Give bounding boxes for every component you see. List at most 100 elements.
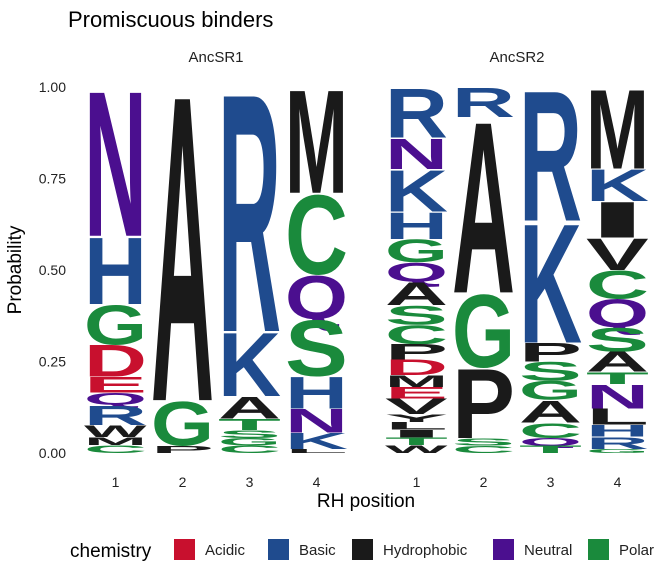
panel-ancsr2: AncSR21RNKHGQASCPDMEVYLITW2RAGPSC3RKPSGA… <box>385 49 649 490</box>
logo-letter-l: L <box>285 448 348 454</box>
logo-letter-t: T <box>586 368 649 387</box>
legend-swatch-hydrophobic <box>352 539 373 560</box>
logo-letter-a: A <box>586 346 649 378</box>
logo-letter-m: M <box>385 372 448 390</box>
logo-letter-k: K <box>519 188 582 379</box>
legend-label: Polar <box>619 542 654 559</box>
logo-letter-y: Y <box>385 412 448 424</box>
logo-letter-v: V <box>586 229 649 280</box>
x-axis-label: RH position <box>317 491 415 512</box>
logo-letter-l: L <box>385 420 448 432</box>
legend-swatch-acidic <box>174 539 195 560</box>
logo-letter-k: K <box>586 160 649 211</box>
logo-letter-s: S <box>452 436 515 448</box>
x-tick-label: 2 <box>480 474 488 490</box>
logo-letter-c: C <box>452 444 515 456</box>
logo-letter-n: N <box>385 130 448 179</box>
logo-letter-c: C <box>519 419 582 442</box>
logo-letter-q: Q <box>586 291 649 336</box>
legend-label: Hydrophobic <box>383 542 468 559</box>
legend-swatch-polar <box>588 539 609 560</box>
legend-swatch-neutral <box>493 539 514 560</box>
y-axis: 0.00 0.25 0.50 0.75 1.00 <box>39 79 66 461</box>
logo-letter-a: A <box>385 275 448 312</box>
y-tick-label: 0.75 <box>39 171 66 187</box>
legend-title: chemistry <box>70 541 152 562</box>
logo-letter-h: H <box>285 367 348 418</box>
logo-letter-s: S <box>218 428 281 440</box>
logo-letter-a: A <box>452 70 515 344</box>
logo-letter-r: R <box>452 80 515 126</box>
logo-letter-i: I <box>586 191 649 248</box>
x-tick-label: 1 <box>112 474 120 490</box>
logo-letter-d: D <box>385 356 448 380</box>
x-tick-label: 4 <box>313 474 321 490</box>
logo-letter-h: H <box>84 219 147 326</box>
logo-letter-s: S <box>586 321 649 359</box>
legend-label: Basic <box>299 542 336 559</box>
logo-letter-h: H <box>385 205 448 247</box>
logo-letter-v: V <box>385 395 448 419</box>
logo-letter-s: S <box>385 300 448 331</box>
logo-letter-g: G <box>151 389 214 460</box>
logo-letter-s: S <box>519 356 582 386</box>
y-axis-label: Probability <box>5 225 26 314</box>
panel-strip-label: AncSR1 <box>188 49 243 66</box>
logo-letter-q: Q <box>285 263 348 332</box>
logo-letter-m: M <box>84 435 147 447</box>
x-tick-label: 3 <box>547 474 555 490</box>
x-tick-label: 1 <box>413 474 421 490</box>
logo-letter-e: E <box>84 372 147 397</box>
panels: AncSR11NHGDEQRWMC2AGP3RKATSGC4MCQSHNKLAn… <box>84 5 649 493</box>
logo-letter-w: W <box>84 422 147 441</box>
x-tick-label: 2 <box>179 474 187 490</box>
logo-letter-l: L <box>586 404 649 430</box>
logo-letter-p: P <box>151 444 214 456</box>
logo-letter-e: E <box>385 384 448 402</box>
logo-letter-q: Q <box>519 436 582 448</box>
logo-letter-d: D <box>84 336 147 387</box>
logo-letter-k: K <box>385 157 448 224</box>
y-tick-label: 0.00 <box>39 445 66 461</box>
x-tick-label: 3 <box>246 474 254 490</box>
logo-letter-g: G <box>385 233 448 269</box>
logo-letter-s: S <box>285 305 348 393</box>
logo-letter-g: G <box>519 375 582 405</box>
logo-letter-n: N <box>285 402 348 440</box>
chart-title: Promiscuous binders <box>68 7 273 32</box>
logo-letter-c: C <box>218 444 281 456</box>
logo-letter-g: G <box>586 448 649 454</box>
x-tick-label: 4 <box>614 474 622 490</box>
logo-letter-n: N <box>84 48 147 280</box>
logo-letter-p: P <box>452 348 515 460</box>
logo-letter-t: T <box>385 435 448 447</box>
y-tick-label: 0.50 <box>39 262 66 278</box>
logo-letter-q: Q <box>385 257 448 288</box>
logo-letter-c: C <box>385 320 448 350</box>
logo-letter-m: M <box>285 59 348 224</box>
logo-letter-m: M <box>586 67 649 193</box>
logo-letter-c: C <box>84 443 147 455</box>
logo-letter-r: R <box>586 434 649 453</box>
logo-letter-k: K <box>285 428 348 454</box>
logo-letter-g: G <box>84 294 147 357</box>
logo-letter-r: R <box>218 23 281 404</box>
logo-letter-a: A <box>519 394 582 430</box>
logo-letter-i: I <box>385 428 448 440</box>
logo-letter-w: W <box>385 443 448 455</box>
logo-letter-r: R <box>385 74 448 153</box>
logo-letter-p: P <box>385 340 448 364</box>
logo-letter-t: T <box>218 416 281 434</box>
legend-label: Acidic <box>205 542 246 559</box>
logo-letter-p: P <box>519 337 582 367</box>
y-tick-label: 0.25 <box>39 354 66 370</box>
legend-label: Neutral <box>524 542 572 559</box>
legend: chemistry Acidic Basic Hydrophobic Neutral P… <box>70 539 654 562</box>
logo-letter-c: C <box>285 172 348 299</box>
logo-letter-n: N <box>586 378 649 416</box>
logo-letter-g: G <box>218 436 281 448</box>
logo-letter-h: H <box>586 422 649 441</box>
y-tick-label: 1.00 <box>39 79 66 95</box>
